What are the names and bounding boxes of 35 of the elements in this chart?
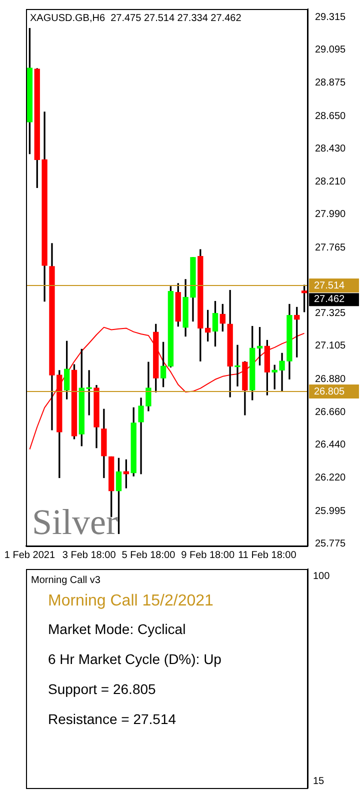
y-tick-label: 27.765 bbox=[315, 242, 346, 254]
text: 100 bbox=[313, 570, 330, 582]
y-tick-label: 25.775 bbox=[315, 538, 346, 550]
text: Market Mode: Cyclical bbox=[48, 620, 186, 637]
x-tick-label: 9 Feb 18:00 bbox=[181, 550, 235, 561]
candlestick bbox=[234, 344, 240, 386]
x-tick-label: 11 Feb 18:00 bbox=[238, 550, 297, 561]
y-tick-label: 28.875 bbox=[315, 77, 346, 88]
text: Resistance = 27.514 bbox=[48, 710, 176, 727]
y-tick-label: 28.650 bbox=[315, 110, 346, 122]
ref-line-label: 26.805 bbox=[314, 386, 346, 398]
text: 27.462 bbox=[314, 294, 346, 305]
text: Morning Call v3 bbox=[31, 574, 101, 586]
y-tick-label: 26.880 bbox=[315, 374, 346, 386]
text: 6 Hr Market Cycle (D%): Up bbox=[48, 650, 222, 667]
y-tick-label: 28.430 bbox=[315, 144, 346, 155]
y-tick-label: 26.440 bbox=[315, 440, 346, 451]
x-tick-label: 3 Feb 18:00 bbox=[62, 550, 116, 561]
y-tick-label: 28.210 bbox=[315, 176, 346, 188]
y-tick-label: 29.095 bbox=[315, 44, 346, 56]
y-tick-label: 27.325 bbox=[315, 308, 346, 319]
y-tick-label: 29.315 bbox=[315, 12, 346, 23]
y-tick-label: 27.990 bbox=[315, 209, 346, 220]
chart-title: XAGUSD.GB,H6 27.475 27.514 27.334 27.462 bbox=[30, 12, 242, 24]
y-tick-label: 27.105 bbox=[315, 340, 346, 352]
ref-line-label: 27.514 bbox=[314, 280, 346, 292]
text: Support = 26.805 bbox=[48, 680, 156, 697]
y-tick-label: 26.220 bbox=[315, 472, 346, 484]
x-tick-label: 5 Feb 18:00 bbox=[122, 550, 176, 561]
text: 15 bbox=[313, 776, 325, 787]
y-tick-label: 25.995 bbox=[315, 506, 346, 517]
text: Morning Call 15/2/2021 bbox=[48, 592, 214, 610]
y-tick-label: 26.660 bbox=[315, 406, 346, 418]
x-tick-label: 1 Feb 2021 bbox=[4, 550, 56, 561]
annotation: Silver bbox=[32, 502, 118, 542]
